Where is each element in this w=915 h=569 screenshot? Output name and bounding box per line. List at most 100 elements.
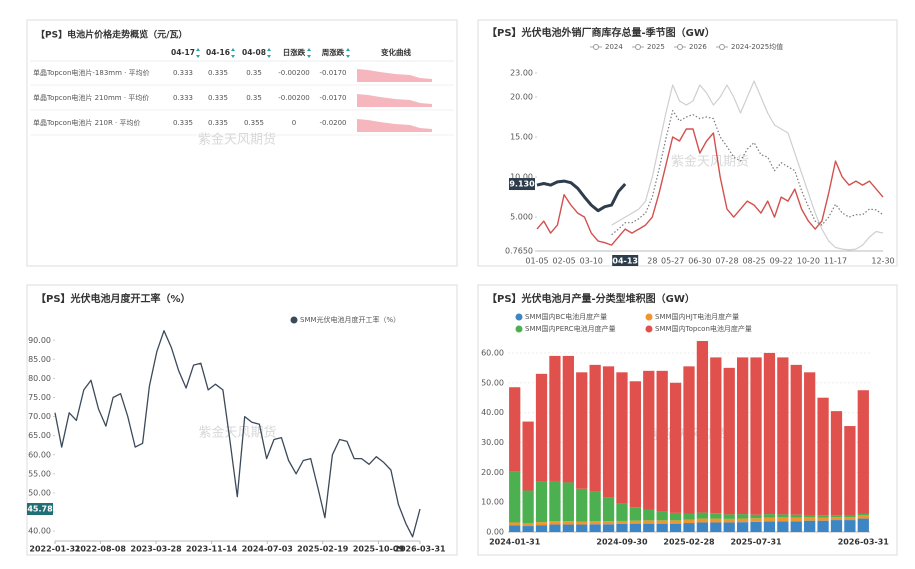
bar-segment: [643, 523, 655, 532]
bar-segment: [616, 372, 628, 504]
bar-segment: [643, 370, 655, 510]
legend-label: SMM国内BC电池月度产量: [525, 312, 607, 321]
x-tick-label: 2022-01-31: [29, 545, 81, 554]
panel: [26, 284, 458, 556]
y-tick-label: 50.00: [481, 378, 504, 387]
bar-segment: [736, 522, 749, 532]
bar-segment: [616, 520, 628, 524]
bar-segment: [723, 518, 735, 523]
x-tick-label: 08-25: [742, 257, 765, 266]
legend-swatch: [645, 325, 653, 333]
bar-segment: [522, 490, 534, 524]
bar-segment: [844, 515, 856, 518]
table-cell: -0.0200: [319, 119, 346, 127]
chart-title: 【PS】光伏电池月产量-分类型堆积图（GW）: [487, 292, 695, 305]
bar-segment: [522, 523, 534, 527]
bar-segment: [696, 522, 709, 532]
bar-segment: [790, 514, 802, 518]
bar-segment: [790, 517, 802, 522]
column-header: 周涨跌: [322, 47, 345, 57]
bar-segment: [857, 518, 869, 532]
bar-segment: [696, 518, 709, 523]
y-tick-label: 60.00: [28, 450, 51, 459]
y-tick-label: 5.000: [510, 213, 533, 222]
legend-swatch: [593, 44, 599, 50]
bar-segment: [643, 509, 655, 521]
bar-segment: [643, 520, 655, 524]
y-tick-label: 60.00: [481, 348, 504, 357]
series-line: [54, 330, 421, 538]
chart-title: 【PS】光伏电池外销厂商库存总量-季节图（GW）: [487, 26, 715, 39]
bar-segment: [576, 488, 588, 522]
watermark: 紫金天风期货: [671, 154, 749, 170]
x-tick-label: 07-28: [715, 257, 738, 266]
legend-swatch: [719, 44, 725, 50]
y-tick-label: 55.00: [28, 469, 51, 478]
y-tick-label: 20.00: [481, 468, 504, 477]
bar-segment: [562, 355, 574, 483]
bar-segment: [589, 491, 601, 522]
legend-swatch: [635, 44, 641, 50]
bar-segment: [616, 503, 628, 521]
y-tick-label: 10.00: [481, 498, 504, 507]
x-tick-label: 12-30: [871, 257, 894, 266]
y-tick-label: 15.00: [510, 133, 533, 142]
legend-label: SMM国内PERC电池月度产量: [525, 324, 616, 333]
x-tick-label: 2024-09-30: [596, 538, 648, 547]
bar-segment: [817, 517, 829, 521]
y-tick-label: 0.7650: [505, 247, 533, 256]
x-tick-label: 2024-07-03: [242, 545, 293, 554]
x-tick-label: 28: [647, 257, 657, 266]
legend-swatch: [515, 313, 523, 321]
bar-segment: [602, 366, 615, 498]
row-label: 单晶Topcon电池片 210mm · 平均价: [33, 93, 149, 102]
bar-segment: [790, 364, 802, 515]
bar-segment: [509, 471, 521, 523]
y-tick-label: 50.00: [28, 488, 51, 497]
bar-segment: [817, 520, 829, 532]
series-line: [536, 179, 627, 213]
column-header: 04-16: [206, 48, 230, 57]
bar-segment: [830, 515, 843, 518]
bar-segment: [629, 523, 642, 532]
bar-segment: [509, 525, 521, 532]
bar-segment: [763, 521, 776, 532]
bar-segment: [549, 521, 561, 525]
row-label: 单晶Topcon电池片 210R · 平均价: [33, 118, 141, 127]
bar-segment: [656, 523, 668, 532]
bar-segment: [589, 524, 601, 532]
y-tick-label: 40.00: [481, 408, 504, 417]
bar-segment: [656, 520, 668, 524]
y-tick-label: 40.00: [28, 527, 51, 536]
table-cell: -0.00200: [278, 94, 309, 102]
bar-segment: [763, 514, 776, 518]
bar-segment: [669, 382, 682, 513]
y-tick-label: 30.00: [481, 438, 504, 447]
sparkline: [357, 69, 432, 82]
table-cell: 0.335: [173, 119, 193, 127]
bar-segment: [683, 513, 695, 520]
bar-segment: [629, 381, 642, 508]
bar-segment: [777, 357, 789, 515]
y-tick-label: 90.00: [28, 336, 51, 345]
x-tick-label: 06-30: [688, 257, 711, 266]
y-tick-label: 85.00: [28, 355, 51, 364]
bar-segment: [857, 514, 869, 519]
x-tick-label: 2025-02-28: [663, 538, 715, 547]
bar-segment: [723, 514, 735, 519]
table-cell: 0.333: [173, 69, 193, 77]
bar-segment: [777, 514, 789, 518]
table-cell: 0.355: [244, 119, 264, 127]
x-tick-label: 2022-08-08: [75, 545, 127, 554]
legend-swatch: [645, 313, 653, 321]
x-highlight: [612, 255, 639, 266]
legend-label: 2024: [605, 43, 623, 51]
y-tick-label: 80.00: [28, 374, 51, 383]
x-tick-label: 03-10: [580, 257, 603, 266]
bar-segment: [669, 512, 682, 521]
panel-title: 【PS】电池片价格走势概览（元/瓦）: [36, 29, 187, 41]
bar-segment: [522, 526, 534, 532]
x-tick-label: 2025-02-19: [297, 545, 349, 554]
bar-segment: [844, 517, 856, 521]
series-line: [536, 128, 884, 246]
